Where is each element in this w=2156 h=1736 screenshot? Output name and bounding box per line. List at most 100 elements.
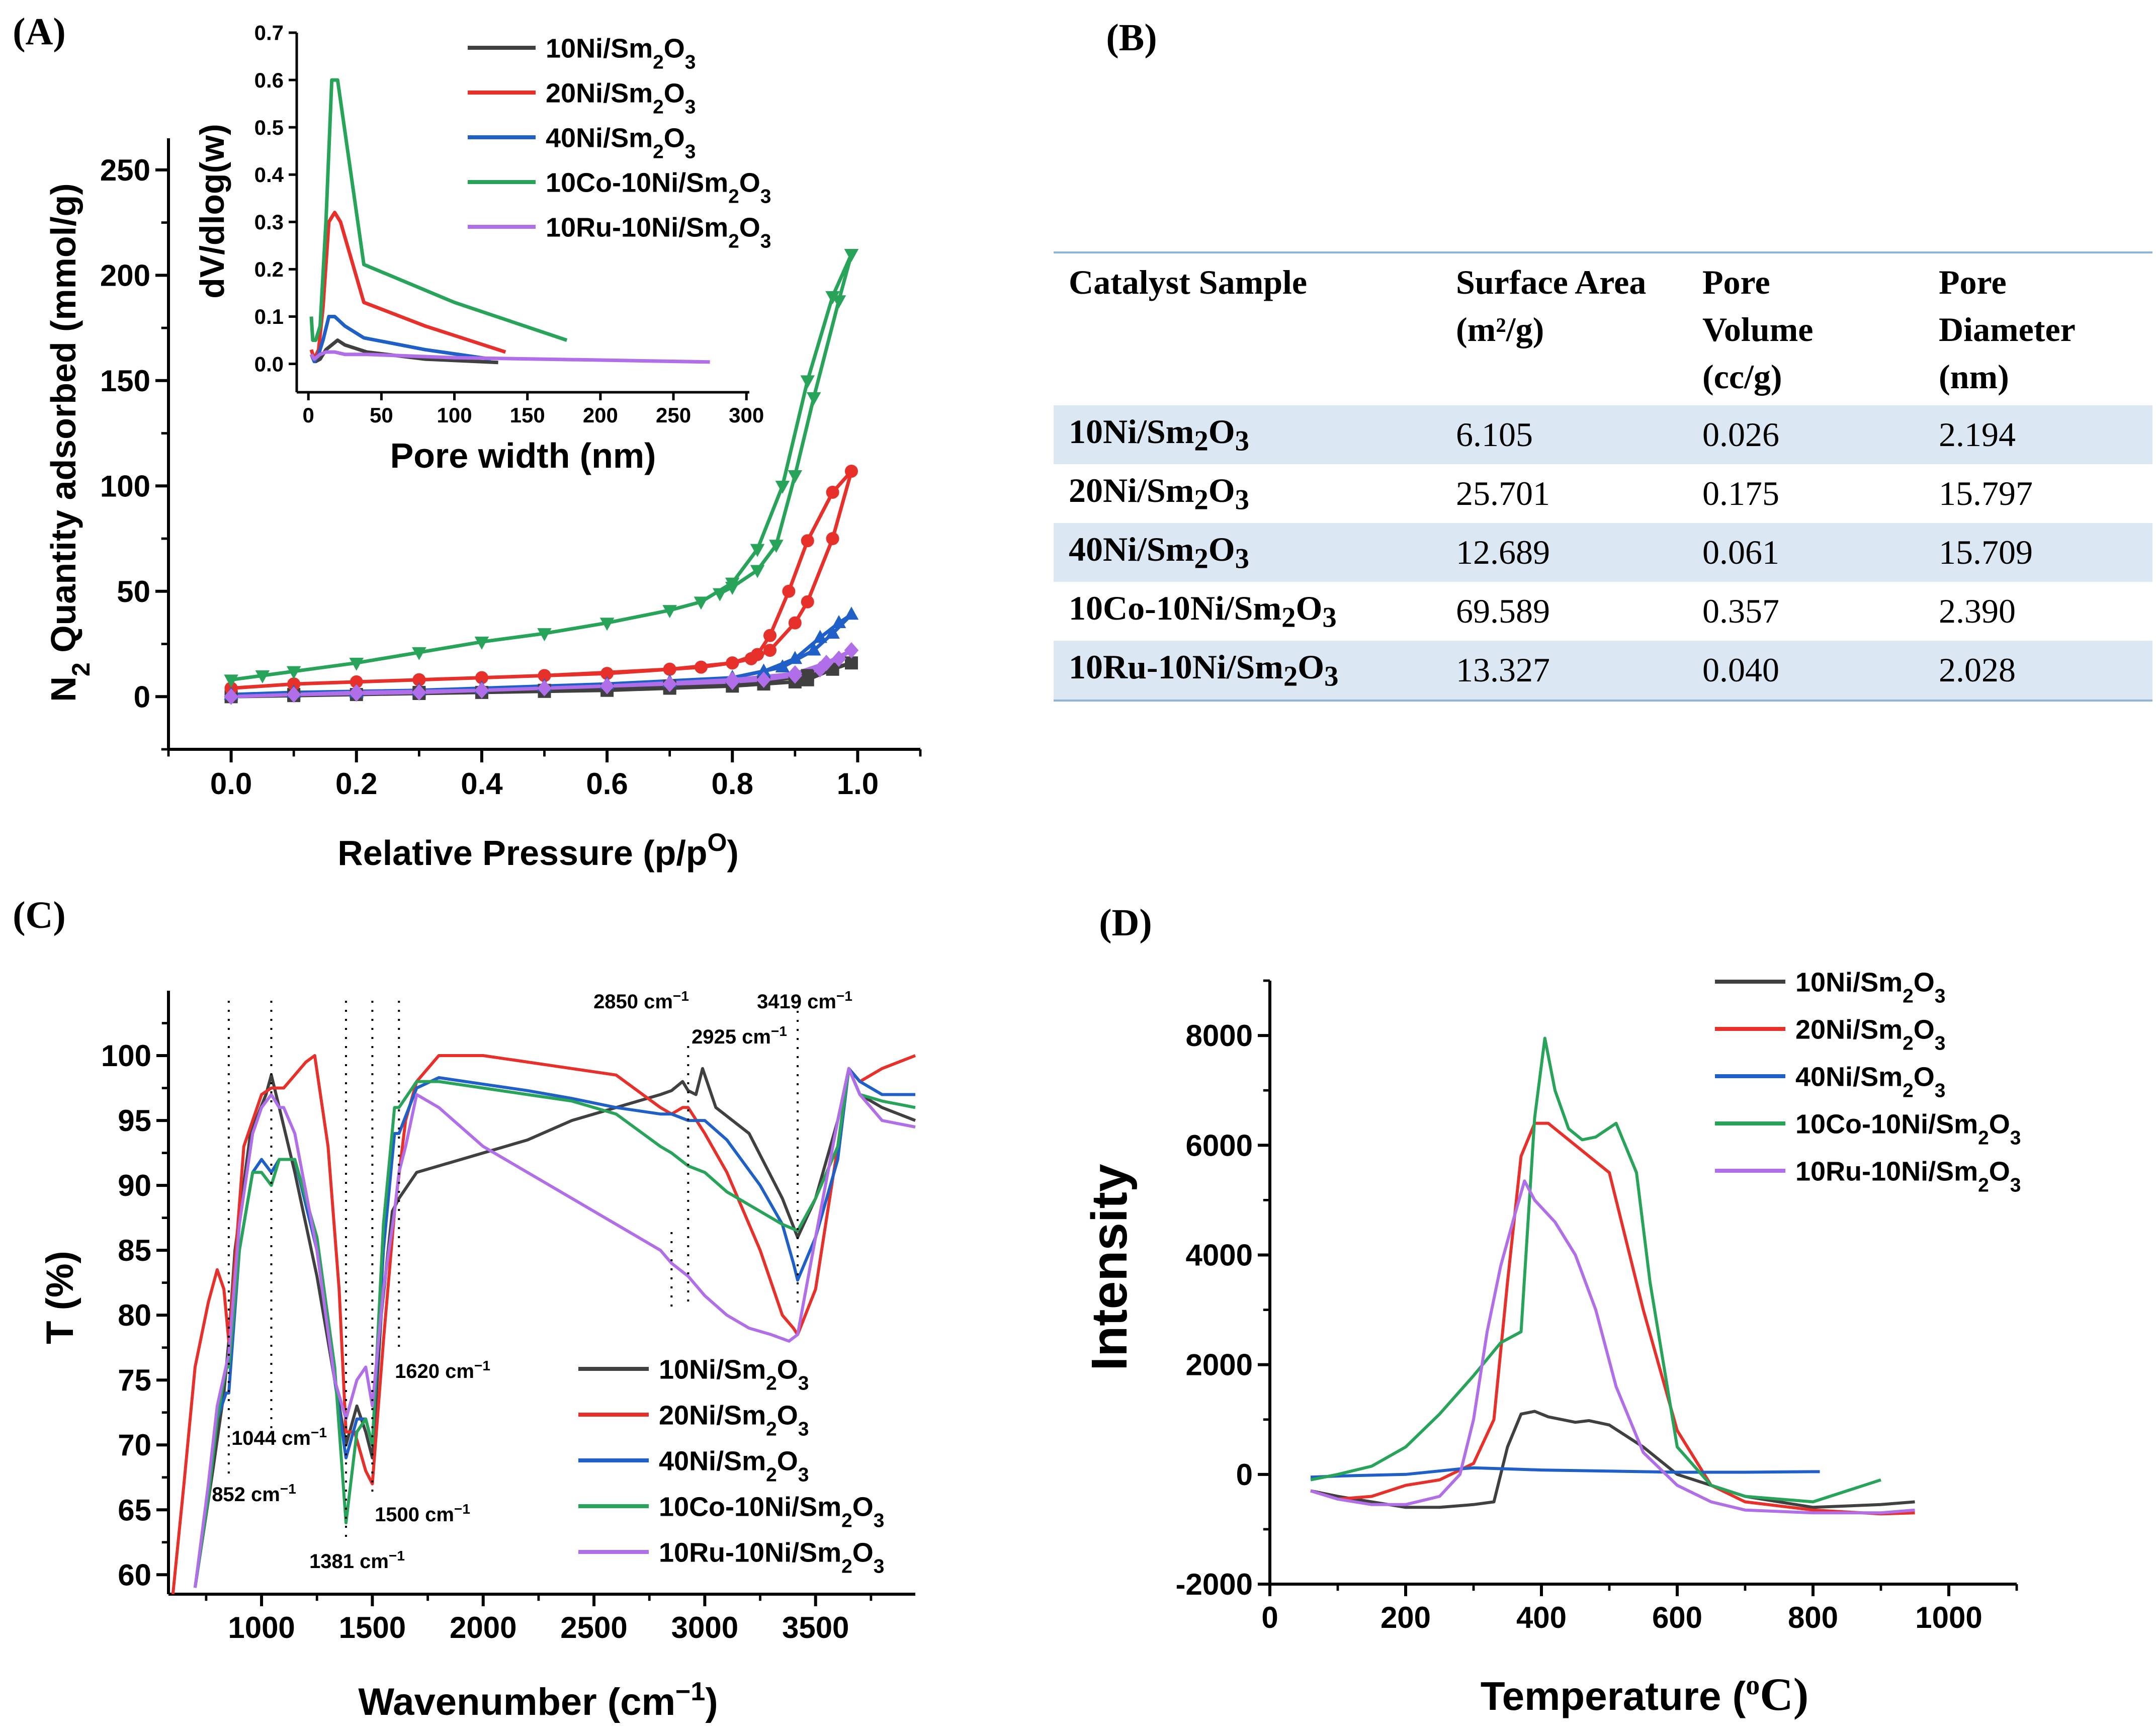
x-tick-label: 0.2 bbox=[335, 767, 377, 801]
header-line: (m²/g) bbox=[1456, 310, 1544, 349]
data-point-20Ni/Sm2O3 bbox=[763, 629, 777, 642]
header-line: Volume bbox=[1702, 310, 1814, 349]
legend-label: 10Co-10Ni/Sm2O3 bbox=[1795, 1109, 2021, 1149]
y-tick-label: 0.5 bbox=[254, 116, 284, 139]
data-point-10Co-10Ni/Sm2O3 bbox=[750, 544, 765, 557]
header-line: (cc/g) bbox=[1702, 358, 1782, 396]
y-tick-label: 0 bbox=[1236, 1458, 1253, 1492]
series-line-20Ni/Sm2O3 bbox=[309, 211, 506, 361]
annotation-label: 3419 cm−1 bbox=[757, 988, 852, 1013]
y-tick-label: 75 bbox=[118, 1363, 151, 1397]
series-line-10Ru-10Ni/Sm2O3 bbox=[310, 350, 710, 364]
data-point-20Ni/Sm2O3 bbox=[694, 660, 708, 674]
y-tick-label: 100 bbox=[101, 1039, 151, 1073]
data-point-20Ni/Sm2O3 bbox=[726, 656, 739, 670]
x-tick-label: 250 bbox=[656, 403, 691, 427]
data-point-20Ni/Sm2O3 bbox=[782, 584, 796, 598]
data-point-10Ru-10Ni/Sm2O3 bbox=[286, 686, 301, 703]
data-point-10Co-10Ni/Sm2O3 bbox=[255, 670, 270, 683]
data-point-20Ni/Sm2O3 bbox=[844, 464, 858, 478]
annotation-label: 2850 cm−1 bbox=[593, 988, 689, 1013]
annotation-label: 1044 cm−1 bbox=[231, 1425, 327, 1450]
series-line-40Ni/Sm2O3 bbox=[1310, 1466, 1820, 1479]
x-tick-label: 200 bbox=[1381, 1601, 1431, 1634]
legend-label: 20Ni/Sm2O3 bbox=[1795, 1014, 1945, 1054]
y-axis-title: Intensity bbox=[1081, 1164, 1138, 1371]
table-cell-sample: 10Ru-10Ni/Sm2O3 bbox=[1069, 648, 1339, 692]
y-tick-label: 0.0 bbox=[254, 352, 284, 376]
y-tick-label: 0.6 bbox=[254, 68, 284, 92]
data-point-40Ni/Sm2O3 bbox=[775, 659, 790, 673]
header-line: Diameter bbox=[1939, 310, 2076, 349]
data-point-20Ni/Sm2O3 bbox=[763, 644, 777, 657]
x-tick-label: 200 bbox=[583, 403, 618, 427]
table-cell: 69.589 bbox=[1456, 592, 1550, 630]
y-tick-label: 0.3 bbox=[254, 210, 284, 234]
x-tick-label: 400 bbox=[1516, 1601, 1567, 1634]
y-tick-label: 65 bbox=[118, 1493, 151, 1527]
data-point-20Ni/Sm2O3 bbox=[412, 673, 426, 686]
y-tick-label: 80 bbox=[118, 1298, 151, 1332]
data-point-10Ru-10Ni/Sm2O3 bbox=[474, 682, 489, 699]
x-tick-label: 150 bbox=[510, 403, 545, 427]
table-cell: 0.061 bbox=[1702, 533, 1779, 571]
data-point-10Co-10Ni/Sm2O3 bbox=[286, 666, 301, 679]
data-point-10Ru-10Ni/Sm2O3 bbox=[788, 665, 803, 682]
panel-label-a: (A) bbox=[13, 11, 66, 53]
table-cell: 25.701 bbox=[1456, 474, 1550, 512]
x-tick-label: 2500 bbox=[560, 1611, 627, 1644]
data-point-20Ni/Sm2O3 bbox=[600, 667, 614, 680]
annotation-label: 852 cm−1 bbox=[212, 1481, 296, 1506]
panel-b-table: Catalyst Sample Surface Area (m²/g) Pore V… bbox=[1054, 251, 2152, 702]
data-point-10Ru-10Ni/Sm2O3 bbox=[756, 671, 771, 688]
data-point-10Co-10Ni/Sm2O3 bbox=[800, 375, 815, 389]
data-point-20Ni/Sm2O3 bbox=[826, 485, 839, 499]
x-axis-title: Pore width (nm) bbox=[390, 436, 656, 475]
table-row: 10Ru-10Ni/Sm2O3 13.327 0.040 2.028 bbox=[1054, 641, 2152, 701]
data-point-10Ru-10Ni/Sm2O3 bbox=[412, 684, 426, 701]
data-point-10Ru-10Ni/Sm2O3 bbox=[725, 671, 740, 688]
chart-A: 0.0 0.2 0.4 0.6 0.8 1.0 0 50 100 150 200 250 Relativ… bbox=[44, 33, 922, 873]
legend-label: 20Ni/Sm2O3 bbox=[546, 78, 696, 118]
x-tick-label: 0.6 bbox=[586, 767, 628, 801]
data-point-10Co-10Ni/Sm2O3 bbox=[713, 588, 727, 601]
table-header-row: Catalyst Sample Surface Area (m²/g) Pore V… bbox=[1054, 252, 2152, 405]
series-line-10Co-10Ni/Sm2O3 bbox=[309, 78, 568, 342]
table-cell-sample: 10Co-10Ni/Sm2O3 bbox=[1069, 589, 1337, 634]
y-tick-label: 250 bbox=[100, 153, 150, 187]
data-point-40Ni/Sm2O3 bbox=[844, 606, 859, 620]
y-tick-label: 4000 bbox=[1186, 1238, 1253, 1272]
panel-label-d: (D) bbox=[1099, 902, 1152, 944]
x-tick-label: 1000 bbox=[1915, 1601, 1982, 1634]
data-point-10Co-10Ni/Sm2O3 bbox=[725, 581, 740, 595]
y-tick-label: 85 bbox=[118, 1234, 151, 1267]
y-axis-title: T (%) bbox=[39, 1251, 81, 1344]
data-point-10Ru-10Ni/Sm2O3 bbox=[844, 642, 859, 659]
annotation-label: 1500 cm−1 bbox=[375, 1501, 470, 1526]
table-cell: 13.327 bbox=[1456, 651, 1550, 689]
data-point-10Co-10Ni/Sm2O3 bbox=[831, 295, 846, 309]
y-tick-label: 70 bbox=[118, 1428, 151, 1462]
legend-label: 40Ni/Sm2O3 bbox=[659, 1446, 809, 1486]
data-point-20Ni/Sm2O3 bbox=[801, 595, 814, 609]
table-cell-sample: 40Ni/Sm2O3 bbox=[1069, 530, 1249, 575]
x-tick-label: 0.4 bbox=[461, 767, 503, 801]
data-point-10Co-10Ni/Sm2O3 bbox=[806, 392, 821, 405]
y-tick-label: 150 bbox=[100, 364, 150, 398]
data-point-10Ru-10Ni/Sm2O3 bbox=[537, 680, 552, 697]
header-line: (nm) bbox=[1939, 358, 2009, 396]
x-tick-label: 1000 bbox=[228, 1611, 295, 1644]
y-tick-label: 0.4 bbox=[254, 163, 284, 187]
legend-label: 10Ni/Sm2O3 bbox=[546, 33, 696, 73]
header-line: Pore bbox=[1702, 263, 1770, 301]
table-cell: 15.709 bbox=[1939, 533, 2033, 571]
y-tick-label: 50 bbox=[117, 575, 150, 609]
table-header: Pore Diameter (nm) bbox=[1924, 252, 2152, 405]
y-axis-title: N2 Quantity adsorbed (mmol/g) bbox=[44, 183, 95, 702]
data-point-20Ni/Sm2O3 bbox=[287, 677, 301, 691]
y-tick-label: 8000 bbox=[1186, 1019, 1253, 1053]
data-point-10Co-10Ni/Sm2O3 bbox=[788, 470, 803, 483]
chart-A-inset: 0 50 100 150 200 250 300 0.0 0.1 0.2 0.3 0.4 0.5 0.6 0… bbox=[193, 21, 764, 475]
